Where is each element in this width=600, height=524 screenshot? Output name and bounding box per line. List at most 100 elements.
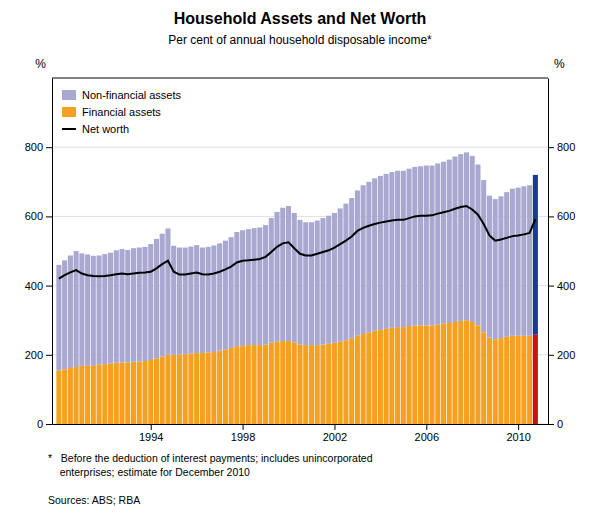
- x-axis-tick-mark: [151, 424, 152, 430]
- bar: [160, 234, 165, 357]
- bar: [487, 338, 492, 425]
- bar: [338, 342, 343, 424]
- bar: [114, 363, 119, 424]
- bar: [171, 355, 176, 424]
- bar: [177, 248, 182, 355]
- x-axis-tick: 2010: [506, 424, 530, 443]
- bar: [183, 354, 188, 424]
- bar: [470, 156, 475, 322]
- bar: [125, 362, 130, 424]
- chart-svg: Household Assets and Net WorthPer cent o…: [0, 0, 600, 524]
- y-axis-tick: 200: [25, 349, 52, 361]
- chart-container: Household Assets and Net WorthPer cent o…: [0, 0, 600, 524]
- bar: [355, 336, 360, 424]
- y2-axis-tick-label: 800: [557, 141, 575, 153]
- y2-axis-tick: 200: [548, 349, 575, 361]
- bar: [177, 355, 182, 424]
- bar: [240, 346, 245, 424]
- bar: [160, 357, 165, 424]
- bar: [527, 336, 532, 424]
- bar: [527, 185, 532, 336]
- bar: [384, 329, 389, 424]
- bar: [332, 213, 337, 343]
- bar: [286, 341, 291, 424]
- y2-axis-tick-label: 200: [557, 349, 575, 361]
- bar: [475, 165, 480, 326]
- bar: [430, 166, 435, 326]
- legend-item: Non-financial assets: [62, 89, 182, 101]
- bar: [504, 337, 509, 424]
- bar: [493, 339, 498, 424]
- bar: [458, 321, 463, 424]
- bar: [188, 354, 193, 424]
- y-axis-tick-label: 200: [25, 349, 43, 361]
- bar: [464, 320, 469, 424]
- title: Household Assets and Net Worth: [174, 10, 426, 27]
- footnote-line: * Before the deduction of interest payme…: [48, 452, 373, 464]
- bar: [361, 334, 366, 424]
- bar: [206, 247, 211, 353]
- bar: [229, 348, 234, 424]
- bar: [395, 327, 400, 424]
- bar: [493, 199, 498, 339]
- bar: [435, 324, 440, 424]
- bar: [441, 324, 446, 424]
- bar: [452, 322, 457, 424]
- bar: [137, 362, 142, 424]
- bar: [315, 345, 320, 424]
- legend-item: Net worth: [62, 123, 129, 135]
- y2-axis: 0200400600800: [548, 79, 575, 431]
- bar: [62, 369, 67, 424]
- bar: [338, 208, 343, 341]
- bar: [498, 338, 503, 424]
- bar: [303, 345, 308, 424]
- bar: [223, 350, 228, 424]
- x-axis-tick: 1994: [139, 424, 163, 443]
- bar: [102, 254, 107, 364]
- bar: [309, 345, 314, 424]
- x-axis-tick-label: 2002: [323, 431, 347, 443]
- bar: [263, 225, 268, 344]
- line: [59, 206, 535, 279]
- y-axis-tick-label: 0: [37, 418, 43, 430]
- bar: [194, 353, 199, 424]
- bar: [475, 325, 480, 424]
- bar: [418, 325, 423, 424]
- bar: [263, 344, 268, 424]
- bar: [521, 186, 526, 335]
- bar: [68, 368, 73, 424]
- bar: [326, 216, 331, 344]
- bar: [217, 351, 222, 424]
- bar: [343, 204, 348, 341]
- y-axis-tick-label: 600: [25, 210, 43, 222]
- bar: [79, 366, 84, 424]
- bar: [154, 358, 159, 424]
- legend-swatch: [62, 107, 76, 117]
- x-axis-tick-mark: [243, 424, 244, 430]
- bar: [102, 364, 107, 424]
- bar: [292, 343, 297, 424]
- bar: [165, 229, 170, 355]
- bar: [200, 248, 205, 354]
- bar: [171, 246, 176, 355]
- bar: [297, 220, 302, 345]
- y-axis-tick: 800: [25, 141, 52, 153]
- bar: [74, 251, 79, 367]
- bar: [447, 160, 452, 323]
- bar: [120, 249, 125, 362]
- bar: [510, 189, 515, 336]
- y2-axis-tick-label: 400: [557, 280, 575, 292]
- bar: [142, 247, 147, 361]
- legend-swatch: [62, 90, 76, 100]
- bar: [303, 222, 308, 345]
- x-axis-tick-mark: [426, 424, 427, 430]
- bar: [309, 222, 314, 345]
- bar: [372, 178, 377, 330]
- bar: [275, 342, 280, 424]
- sources: Sources: ABS; RBA: [48, 494, 140, 506]
- bar: [384, 174, 389, 329]
- bar: [320, 344, 325, 424]
- bar: [137, 248, 142, 362]
- bar: [234, 346, 239, 424]
- bar: [85, 365, 90, 424]
